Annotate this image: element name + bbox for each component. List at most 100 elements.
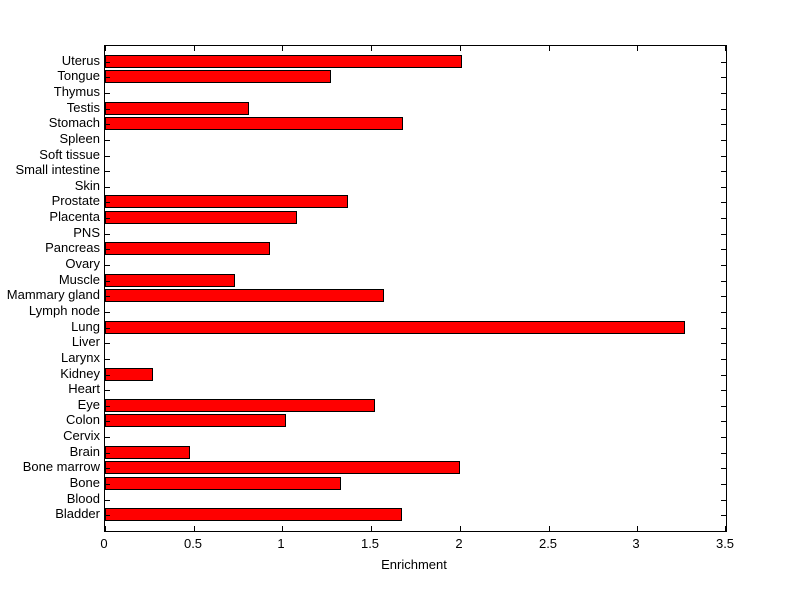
y-tick-right — [721, 77, 726, 78]
y-tick-right — [721, 187, 726, 188]
y-tick-label-lymph-node: Lymph node — [28, 303, 100, 318]
y-tick-label-lung: Lung — [71, 319, 100, 334]
y-tick-left — [105, 328, 110, 329]
y-tick-label-heart: Heart — [68, 381, 100, 396]
bar-kidney — [105, 368, 153, 381]
x-tick-label-3-5: 3.5 — [715, 536, 735, 551]
y-tick-left — [105, 500, 110, 501]
y-tick-right — [721, 140, 726, 141]
y-tick-label-placenta: Placenta — [49, 209, 100, 224]
y-tick-label-ovary: Ovary — [65, 256, 100, 271]
x-tick-top — [460, 46, 461, 51]
x-tick-label-2: 2 — [455, 536, 463, 551]
y-tick-right — [721, 124, 726, 125]
y-tick-right — [721, 312, 726, 313]
y-tick-right — [721, 359, 726, 360]
x-tick-bottom — [637, 526, 638, 531]
y-tick-left — [105, 281, 110, 282]
y-tick-left — [105, 515, 110, 516]
y-tick-label-uterus: Uterus — [61, 53, 100, 68]
y-tick-label-soft-tissue: Soft tissue — [39, 147, 100, 162]
y-tick-left — [105, 187, 110, 188]
x-tick-top — [549, 46, 550, 51]
bar-stomach — [105, 117, 403, 130]
y-tick-right — [721, 171, 726, 172]
x-tick-top — [194, 46, 195, 51]
y-tick-left — [105, 218, 110, 219]
x-axis-label: Enrichment — [381, 557, 447, 572]
y-tick-label-bone: Bone — [69, 475, 100, 490]
y-tick-left — [105, 437, 110, 438]
y-tick-label-kidney: Kidney — [60, 366, 100, 381]
x-tick-top — [637, 46, 638, 51]
bar-colon — [105, 414, 286, 427]
y-tick-left — [105, 124, 110, 125]
y-tick-label-bone-marrow: Bone marrow — [22, 459, 100, 474]
x-tick-bottom — [371, 526, 372, 531]
x-tick-bottom — [460, 526, 461, 531]
y-tick-label-pancreas: Pancreas — [45, 240, 100, 255]
y-tick-right — [721, 453, 726, 454]
y-tick-right — [721, 328, 726, 329]
y-tick-label-cervix: Cervix — [63, 428, 100, 443]
y-tick-label-brain: Brain — [69, 444, 100, 459]
x-tick-top — [725, 46, 726, 51]
y-tick-label-pns: PNS — [73, 225, 100, 240]
y-tick-left — [105, 421, 110, 422]
x-tick-top — [105, 46, 106, 51]
y-tick-right — [721, 484, 726, 485]
bar-pancreas — [105, 242, 270, 255]
y-tick-right — [721, 281, 726, 282]
y-tick-right — [721, 249, 726, 250]
y-tick-left — [105, 77, 110, 78]
x-tick-bottom — [549, 526, 550, 531]
x-tick-top — [282, 46, 283, 51]
bar-prostate — [105, 195, 348, 208]
x-tick-label-3: 3 — [632, 536, 640, 551]
y-tick-left — [105, 265, 110, 266]
y-tick-label-skin: Skin — [74, 178, 100, 193]
bar-lung — [105, 321, 685, 334]
y-tick-right — [721, 109, 726, 110]
y-tick-label-prostate: Prostate — [51, 193, 100, 208]
bar-muscle — [105, 274, 235, 287]
y-tick-left — [105, 296, 110, 297]
y-tick-right — [721, 437, 726, 438]
y-tick-left — [105, 312, 110, 313]
plot-area — [104, 45, 727, 532]
bar-placenta — [105, 211, 297, 224]
bar-bladder — [105, 508, 402, 521]
y-tick-left — [105, 375, 110, 376]
bar-brain — [105, 446, 190, 459]
x-tick-label-1: 1 — [277, 536, 285, 551]
x-tick-bottom — [725, 526, 726, 531]
y-tick-label-muscle: Muscle — [58, 272, 100, 287]
bar-bone — [105, 477, 341, 490]
y-tick-label-mammary-gland: Mammary gland — [6, 287, 100, 302]
y-tick-label-liver: Liver — [71, 334, 100, 349]
y-tick-label-bladder: Bladder — [55, 506, 100, 521]
y-tick-right — [721, 390, 726, 391]
y-tick-right — [721, 515, 726, 516]
y-tick-right — [721, 218, 726, 219]
x-tick-top — [371, 46, 372, 51]
y-tick-right — [721, 265, 726, 266]
y-tick-right — [721, 296, 726, 297]
x-tick-bottom — [282, 526, 283, 531]
y-tick-right — [721, 406, 726, 407]
x-tick-bottom — [105, 526, 106, 531]
y-tick-label-thymus: Thymus — [53, 84, 100, 99]
y-tick-right — [721, 500, 726, 501]
y-tick-left — [105, 93, 110, 94]
y-tick-left — [105, 156, 110, 157]
x-tick-bottom — [194, 526, 195, 531]
bar-uterus — [105, 55, 462, 68]
y-tick-right — [721, 62, 726, 63]
y-tick-label-spleen: Spleen — [59, 131, 100, 146]
y-tick-left — [105, 343, 110, 344]
y-tick-left — [105, 453, 110, 454]
x-tick-label-0-5: 0.5 — [183, 536, 203, 551]
bar-testis — [105, 102, 249, 115]
y-tick-left — [105, 140, 110, 141]
